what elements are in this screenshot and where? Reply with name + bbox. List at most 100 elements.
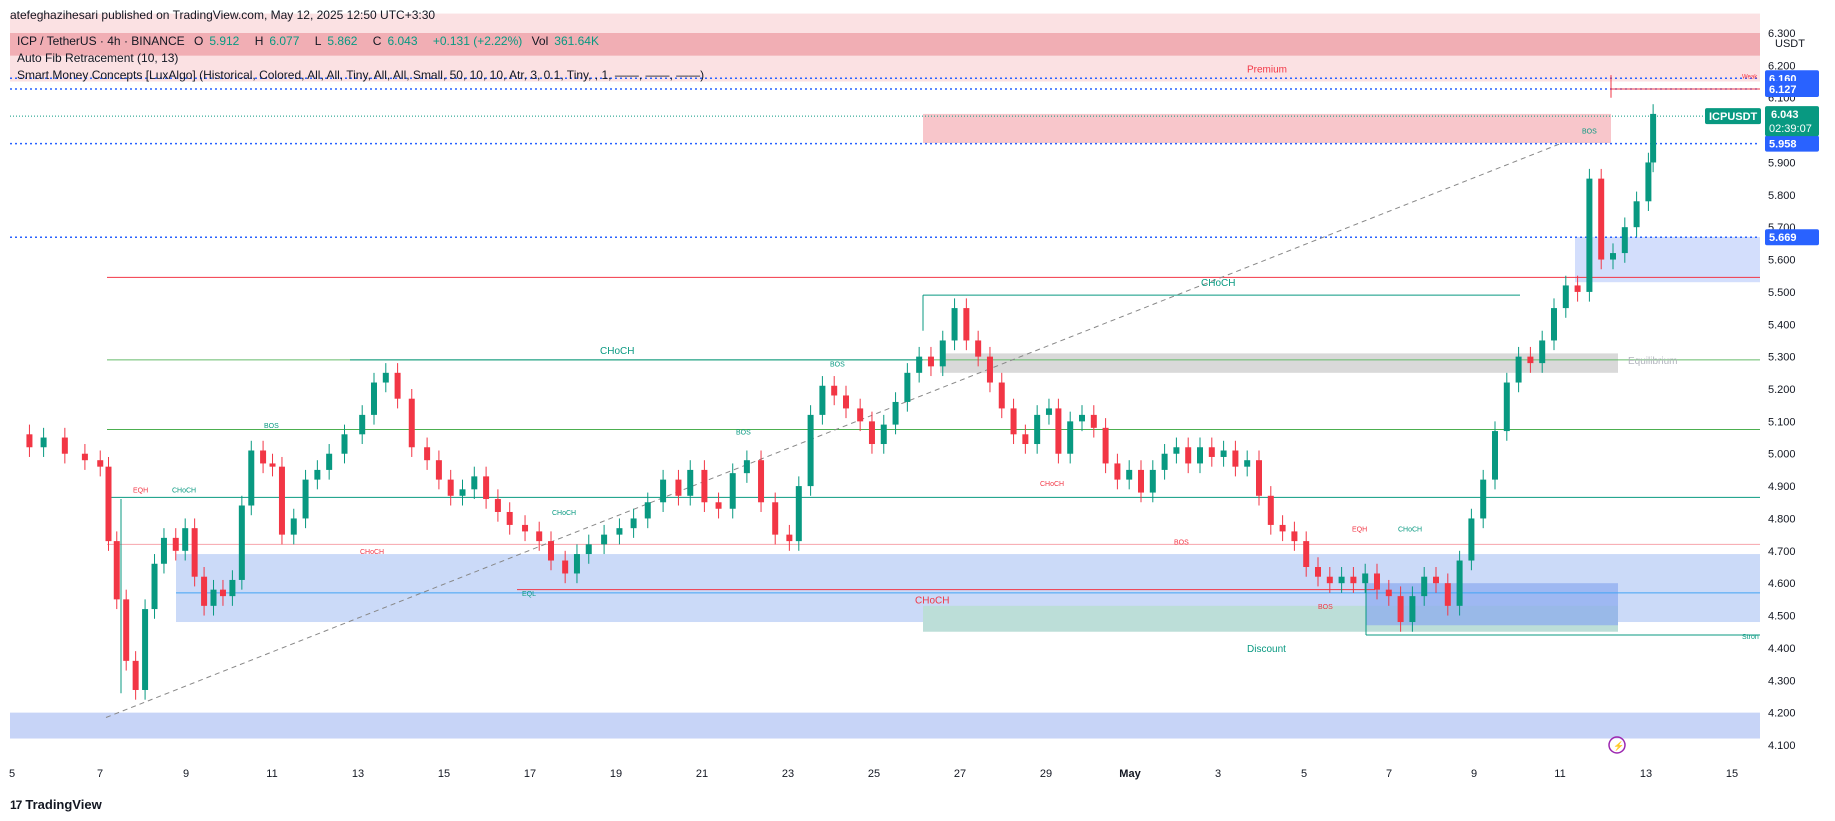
candle-body [1315,567,1321,577]
candle-body [191,528,198,577]
candle-body [219,589,226,597]
candle-body [238,505,245,580]
strong-label: Stron [1742,634,1759,641]
candle-body [105,466,112,542]
candle-body [1586,178,1593,292]
candle-body [975,340,982,357]
candle-body [831,385,838,396]
countdown-badge: 02:39:07 [1769,123,1812,135]
candle-body [1161,453,1168,470]
choch-small-2: CHoCH [360,549,384,556]
candle-body [471,476,478,490]
candle-body [483,476,490,500]
candle-body [951,308,958,341]
candle-body [1374,573,1380,590]
price-tick-label: 4.700 [1768,546,1796,558]
candle-body [715,502,722,509]
candle-body [786,534,793,542]
price-tick-label: 4.100 [1768,740,1796,752]
candle-body [1197,447,1203,464]
candle-body [904,372,911,402]
candle-body [1090,414,1097,428]
tradingview-footer: 17 TradingView [10,797,102,812]
price-tick-label: 5.800 [1768,190,1796,202]
last-price-badge-bg [1765,106,1819,137]
eqh-label: EQH [133,488,148,495]
candle-body [1492,431,1498,480]
equilibrium-zone [940,353,1618,373]
candle-body [408,398,415,448]
date-tick-label: 15 [438,768,450,780]
candle-body [1067,421,1074,454]
choch-label-green: CHoCH [600,346,634,357]
price-tick-label: 5.300 [1768,352,1796,364]
date-tick-label: 15 [1726,768,1738,780]
date-tick-label: 7 [1386,768,1392,780]
replay-lightning-icon[interactable] [1608,736,1626,754]
candle-body [687,469,694,496]
candle-body [1010,408,1017,435]
indicator-fib[interactable]: Auto Fib Retracement (10, 13) [17,51,179,65]
candle-body [998,382,1005,409]
candle-body [1267,495,1274,525]
candle-body [142,609,149,690]
date-tick-label: 27 [954,768,966,780]
indicator-smc[interactable]: Smart Money Concepts [LuxAlgo] (Historic… [17,68,705,82]
candle-body [1503,382,1510,432]
price-tick-label: 5.600 [1768,255,1796,267]
candle-body [1444,583,1451,606]
candle-body [341,434,348,454]
bos-label-top: BOS [1582,128,1597,135]
symbol-label[interactable]: ICP / TetherUS · 4h · BINANCE [17,34,185,48]
candle-body [1350,576,1357,584]
candle-body [880,424,887,445]
ticker-badge-bg [1705,108,1761,125]
discount-label: Discount [1247,644,1286,655]
date-tick-label: 9 [1471,768,1477,780]
candle-body [1562,285,1569,309]
price-tick-label: 5.100 [1768,416,1796,428]
candle-body [1232,450,1239,467]
badge-5669-bg [1765,229,1819,246]
candle-body [81,453,88,461]
bos-label-2: BOS [264,423,279,430]
candle-body [819,385,826,415]
choch-small-5: CHoCH [1398,526,1422,533]
candle-body [1279,524,1286,532]
date-tick-label: 5 [1301,768,1307,780]
candle-body [868,421,875,445]
candle-body [359,414,366,435]
chart-legend: ICP / TetherUS · 4h · BINANCE O 5.912 H 6.… [17,33,704,84]
candle-body [210,589,217,606]
candle-body [644,502,651,519]
candle-body [1303,541,1310,567]
candle-body [1114,463,1121,480]
candle-body [260,450,267,464]
candle-body [1397,596,1404,623]
candle-body [1055,408,1062,454]
candle-body [616,528,623,535]
candle-body [1045,408,1052,415]
candle-body [1185,447,1192,464]
candle-body [1515,356,1522,383]
price-tick-label: 4.500 [1768,611,1796,623]
candle-body [927,356,934,367]
candle-body [61,437,68,454]
date-tick-label: 19 [610,768,622,780]
candle-body [1456,560,1463,606]
candle-body [447,479,454,496]
candle-body [986,356,993,383]
candle-body [675,479,682,496]
candle-body [302,479,309,519]
eqh-label-2: EQH [1352,526,1367,533]
candle-body [1598,178,1605,260]
badge-6127-bg [1765,80,1819,97]
choch-label-top: CHoCH [1201,278,1235,289]
candle-body [772,502,779,535]
bos-label-5: BOS [1318,604,1333,611]
candle-body [326,453,333,470]
tradingview-logo-icon: 17 [10,797,22,812]
date-tick-label: 17 [524,768,536,780]
date-tick-label: 11 [1554,768,1565,780]
